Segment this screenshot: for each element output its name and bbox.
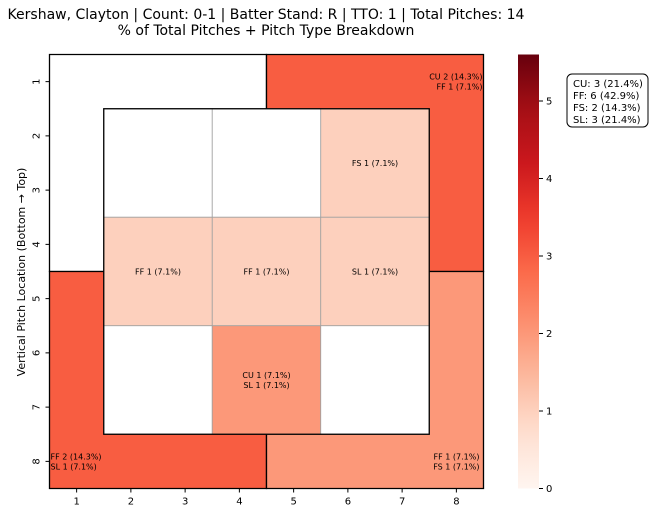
colorbar-tick-label: 3 xyxy=(546,252,552,263)
zone-label: FF 1 (7.1%) xyxy=(437,83,483,92)
zone-label: FF 2 (14.3%) xyxy=(51,452,102,461)
x-tick-label: 1 xyxy=(73,497,79,508)
zone-inner-r1c2 xyxy=(211,108,322,218)
summary-box: CU: 3 (21.4%) FF: 6 (42.9%) FS: 2 (14.3%… xyxy=(566,73,649,128)
x-tick-label: 7 xyxy=(399,497,405,508)
y-tick-label: 5 xyxy=(32,295,43,301)
colorbar-tick-label: 4 xyxy=(546,174,552,185)
y-tick-label: 6 xyxy=(32,350,43,356)
zone-label: CU 2 (14.3%) xyxy=(429,73,482,82)
y-tick-label: 7 xyxy=(32,404,43,410)
y-tick-label: 1 xyxy=(32,78,43,84)
summary-box-frame xyxy=(566,73,649,128)
y-tick-label: 4 xyxy=(32,241,43,247)
zone-inner-r3c1 xyxy=(103,325,213,435)
zone-inner-r3c3 xyxy=(320,325,430,435)
plot-frame xyxy=(49,54,484,489)
colorbar-gradient xyxy=(518,54,539,489)
x-tick-label: 3 xyxy=(182,497,188,508)
zone-layer xyxy=(48,53,485,490)
zone-inner-r3c2 xyxy=(211,325,322,435)
zone-label: FF 1 (7.1%) xyxy=(244,268,290,277)
summary-line: FF: 6 (42.9%) xyxy=(573,91,639,102)
annotation-layer: FS 1 (7.1%)FF 1 (7.1%) FF 1 (7.1%) SL 1 (7… xyxy=(51,73,483,472)
strike-zone-border xyxy=(103,108,430,435)
chart-title: Kershaw, Clayton | Count: 0-1 | Batter S… xyxy=(8,7,525,23)
x-tick-label: 2 xyxy=(128,497,134,508)
chart-subtitle: % of Total Pitches + Pitch Type Breakdow… xyxy=(118,23,415,39)
colorbar-tick-label: 2 xyxy=(546,329,552,340)
zone-inner-r2c1 xyxy=(103,216,213,327)
summary-line: SL: 3 (21.4%) xyxy=(573,115,641,126)
zone-inner-r2c2 xyxy=(211,216,322,327)
colorbar-tick-label: 1 xyxy=(546,407,552,418)
y-tick-label: 3 xyxy=(32,187,43,193)
zone-label: FF 1 (7.1%) xyxy=(135,268,181,277)
y-tick-label: 8 xyxy=(32,458,43,464)
x-tick-label: 4 xyxy=(236,497,242,508)
zone-inner-r1c1 xyxy=(103,108,213,218)
summary-line: FS: 2 (14.3%) xyxy=(573,103,641,114)
zone-label: FS 1 (7.1%) xyxy=(352,159,398,168)
axes-layer: 1 2 3 4 5 6 7 8 1 2 3 4 5 6 7 8 xyxy=(32,54,484,508)
zone-label: SL 1 (7.1%) xyxy=(51,462,97,471)
zone-label: SL 1 (7.1%) xyxy=(352,268,398,277)
y-tick-label: 2 xyxy=(32,133,43,139)
zone-label: CU 1 (7.1%) xyxy=(242,371,290,380)
x-tick-label: 5 xyxy=(290,497,296,508)
zone-label: FF 1 (7.1%) xyxy=(434,452,480,461)
x-tick-label: 8 xyxy=(453,497,459,508)
zone-label: FS 1 (7.1%) xyxy=(433,462,479,471)
x-tick-label: 6 xyxy=(345,497,351,508)
summary-line: CU: 3 (21.4%) xyxy=(573,79,643,90)
y-axis-label: Vertical Pitch Location (Bottom → Top) xyxy=(15,168,28,377)
colorbar-tick-label: 5 xyxy=(546,97,552,108)
zone-inner-r2c3 xyxy=(320,216,430,327)
zone-label: SL 1 (7.1%) xyxy=(243,381,289,390)
colorbar: 0 1 2 3 4 5 xyxy=(518,54,552,495)
colorbar-tick-label: 0 xyxy=(546,484,552,495)
